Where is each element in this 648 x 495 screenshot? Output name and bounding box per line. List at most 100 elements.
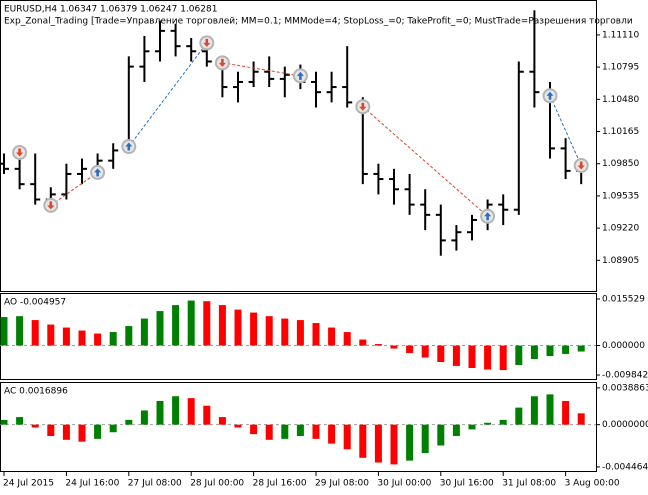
histogram-bar [468, 345, 476, 369]
histogram-bar [31, 424, 39, 428]
x-tick-label: 28 Jul 16:00 [253, 479, 307, 489]
candle [233, 71, 243, 103]
histogram-bar [140, 410, 148, 425]
x-tick-label: 30 Jul 16:00 [440, 479, 494, 489]
histogram-bar [484, 345, 492, 370]
histogram-bar [281, 318, 289, 346]
histogram-bar [156, 400, 164, 425]
candle [186, 38, 197, 62]
x-tick-label: 28 Jul 00:00 [190, 479, 244, 489]
histogram-bar [265, 424, 273, 440]
trade-marker [542, 88, 558, 104]
histogram-bar [16, 316, 24, 346]
histogram-bar [31, 320, 39, 346]
candle [279, 66, 290, 98]
histogram-bar [312, 424, 320, 439]
x-tick-label: 24 Jul 16:00 [65, 479, 119, 489]
histogram-bar [546, 394, 554, 425]
histogram-bar [390, 424, 398, 465]
candle [0, 153, 9, 174]
candle [404, 173, 415, 215]
histogram-bar [218, 305, 226, 346]
histogram-bar [187, 300, 195, 346]
x-tick-label: 24 Jul 2015 [3, 479, 54, 489]
histogram-bar [515, 345, 523, 366]
histogram-bar [530, 396, 538, 425]
trade-marker [199, 35, 215, 51]
trade-marker [12, 144, 28, 160]
histogram-bar [156, 311, 164, 346]
histogram-bar [125, 326, 133, 346]
candle [326, 71, 337, 103]
y-tick-label: 1.10165 [602, 127, 639, 137]
y-tick-label: 0.0000000 [602, 420, 648, 430]
histogram-bar [203, 301, 211, 346]
histogram-bar [109, 424, 117, 433]
histogram-bar [499, 345, 507, 371]
candle [451, 225, 462, 251]
candle [14, 158, 25, 190]
histogram-bar [452, 345, 460, 366]
histogram-bar [328, 424, 336, 444]
x-tick-label: 3 Aug 00:00 [565, 479, 620, 489]
y-tick-label: 1.10795 [602, 63, 639, 73]
trade-arrow [546, 91, 554, 100]
chart-title: EURUSD,H4 1.06347 1.06379 1.06247 1.0628… [4, 5, 217, 15]
y-tick-label: 1.10480 [602, 95, 639, 105]
candle [498, 194, 509, 226]
histogram-bar [296, 320, 304, 346]
y-tick-label: -0.009842 [602, 371, 648, 381]
histogram-bar [468, 424, 476, 430]
histogram-bar [437, 345, 445, 363]
histogram-bar [374, 344, 382, 346]
histogram-bar [47, 324, 55, 346]
histogram-bar [437, 424, 445, 446]
panel-frame [0, 382, 597, 472]
candle [513, 61, 524, 215]
trade-arrow [577, 161, 585, 170]
trade-marker [355, 99, 371, 115]
y-tick-label: 0.000000 [602, 341, 645, 351]
histogram-bar [172, 305, 180, 346]
histogram-bar [343, 424, 351, 450]
histogram-bar [250, 312, 258, 346]
histogram-bar [62, 327, 70, 346]
candle [77, 158, 87, 185]
trade-arrow [359, 102, 367, 111]
histogram-bar [374, 424, 382, 463]
histogram-bar [78, 330, 86, 346]
y-tick-label: 1.08905 [602, 256, 639, 266]
candle [342, 46, 353, 108]
histogram-bar [577, 413, 585, 425]
histogram-bar [140, 318, 148, 346]
histogram-bar [203, 405, 211, 425]
histogram-bar [421, 424, 429, 454]
indicator-label: AO -0.004957 [4, 298, 66, 308]
y-tick-label: 0.015529 [602, 295, 645, 305]
histogram-bar [0, 317, 8, 346]
candle [389, 168, 399, 205]
candle [467, 214, 477, 241]
histogram-bar [452, 424, 460, 437]
histogram-bar [0, 419, 8, 425]
x-tick-label: 31 Jul 08:00 [502, 479, 556, 489]
candle [373, 163, 384, 195]
trade-arrow [16, 148, 24, 157]
y-tick-label: 1.09220 [602, 224, 639, 234]
histogram-bar [94, 333, 102, 346]
trade-marker [214, 55, 230, 71]
candle [139, 35, 150, 82]
trade-arrow [484, 212, 492, 221]
trade-arrow [47, 201, 55, 210]
trade-arrow [296, 71, 304, 80]
candle [311, 71, 321, 108]
histogram-bar [16, 417, 24, 425]
trade-arrow [125, 142, 133, 151]
trade-marker [480, 208, 496, 224]
histogram-bar [562, 400, 570, 425]
histogram-bar [499, 419, 507, 425]
histogram-bar [515, 407, 523, 425]
panel-frame [0, 0, 597, 292]
